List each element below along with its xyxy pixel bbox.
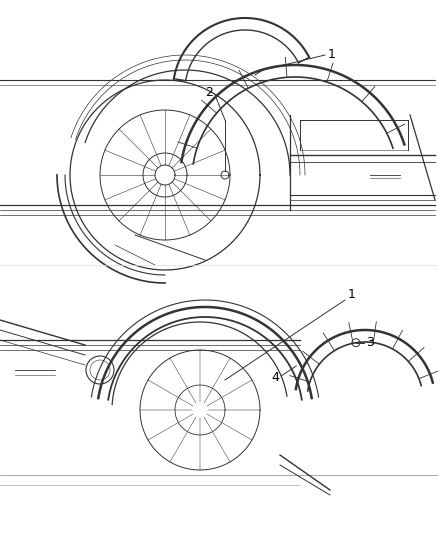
Text: 3: 3 — [366, 336, 374, 349]
Text: 4: 4 — [272, 372, 279, 384]
Text: 1: 1 — [348, 288, 356, 302]
Text: 1: 1 — [328, 49, 336, 61]
Text: 2: 2 — [205, 86, 213, 100]
